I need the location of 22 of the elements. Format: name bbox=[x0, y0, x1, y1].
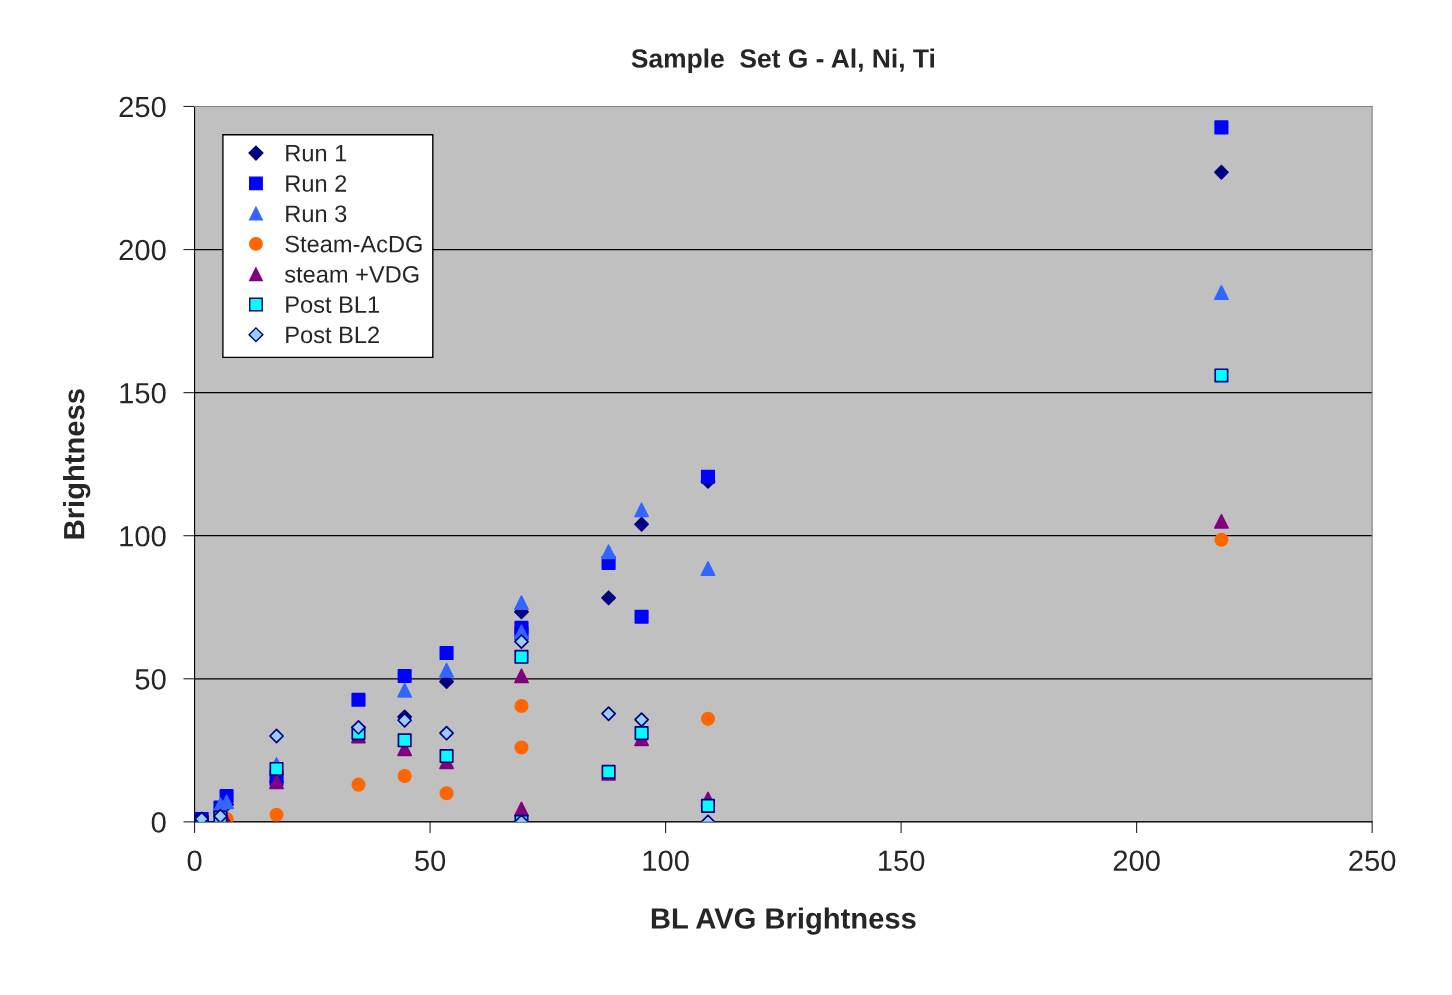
y-tick-label: 50 bbox=[135, 668, 166, 690]
legend-label: Post BL1 bbox=[286, 296, 379, 313]
y-tick-label: 200 bbox=[119, 239, 166, 261]
x-axis-title: BL AVG Brightness bbox=[651, 907, 916, 935]
legend-label: Post BL2 bbox=[286, 326, 379, 344]
y-tick-label: 0 bbox=[151, 812, 166, 833]
x-tick-label: 150 bbox=[879, 850, 925, 872]
legend-label: Run 3 bbox=[286, 205, 347, 223]
x-tick-label: 250 bbox=[1349, 850, 1396, 872]
x-tick-label: 100 bbox=[643, 850, 689, 872]
chart-title: Sample Set G - Al, Ni, Ti bbox=[631, 48, 934, 74]
x-tick-label: 50 bbox=[415, 850, 446, 872]
legend-label: Steam-AcDG bbox=[285, 235, 422, 253]
legend-label: Run 1 bbox=[286, 145, 347, 162]
y-tick-label: 250 bbox=[119, 96, 166, 118]
y-axis-title: Brightness bbox=[63, 389, 91, 539]
x-tick-label: 0 bbox=[187, 850, 202, 872]
x-tick-label: 200 bbox=[1113, 850, 1160, 872]
y-tick-label: 100 bbox=[120, 525, 166, 547]
legend-label: Run 2 bbox=[286, 175, 347, 192]
legend-label: steam +VDG bbox=[284, 265, 419, 283]
y-tick-label: 150 bbox=[120, 382, 166, 404]
